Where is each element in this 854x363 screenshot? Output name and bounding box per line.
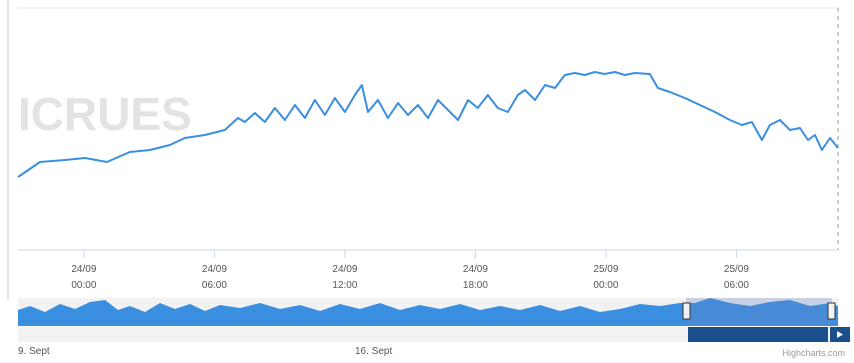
navigator-handle[interactable] — [827, 302, 836, 320]
x-tick-label: 24/09 18:00 — [463, 264, 488, 291]
navigator-label: 16. Sept — [355, 346, 392, 357]
navigator-mask — [686, 298, 832, 326]
line — [17, 71, 839, 178]
scrollbar-thumb[interactable] — [688, 327, 828, 342]
x-tick-label: 24/09 06:00 — [202, 264, 227, 291]
x-tick-label: 24/09 00:00 — [71, 264, 96, 291]
navigator-handle[interactable] — [682, 302, 691, 320]
scrollbar-track — [18, 327, 838, 342]
scrollbar-arrow — [837, 331, 843, 338]
watermark: ICRUES — [18, 88, 192, 140]
x-tick-label: 25/09 00:00 — [593, 264, 618, 291]
credit: Highcharts.com — [782, 348, 845, 358]
navigator-area — [18, 298, 838, 326]
x-tick-label: 25/09 06:00 — [724, 264, 749, 291]
navigator-label: 9. Sept — [18, 346, 50, 357]
navigator — [18, 298, 850, 342]
x-tick-label: 24/09 12:00 — [332, 264, 357, 291]
